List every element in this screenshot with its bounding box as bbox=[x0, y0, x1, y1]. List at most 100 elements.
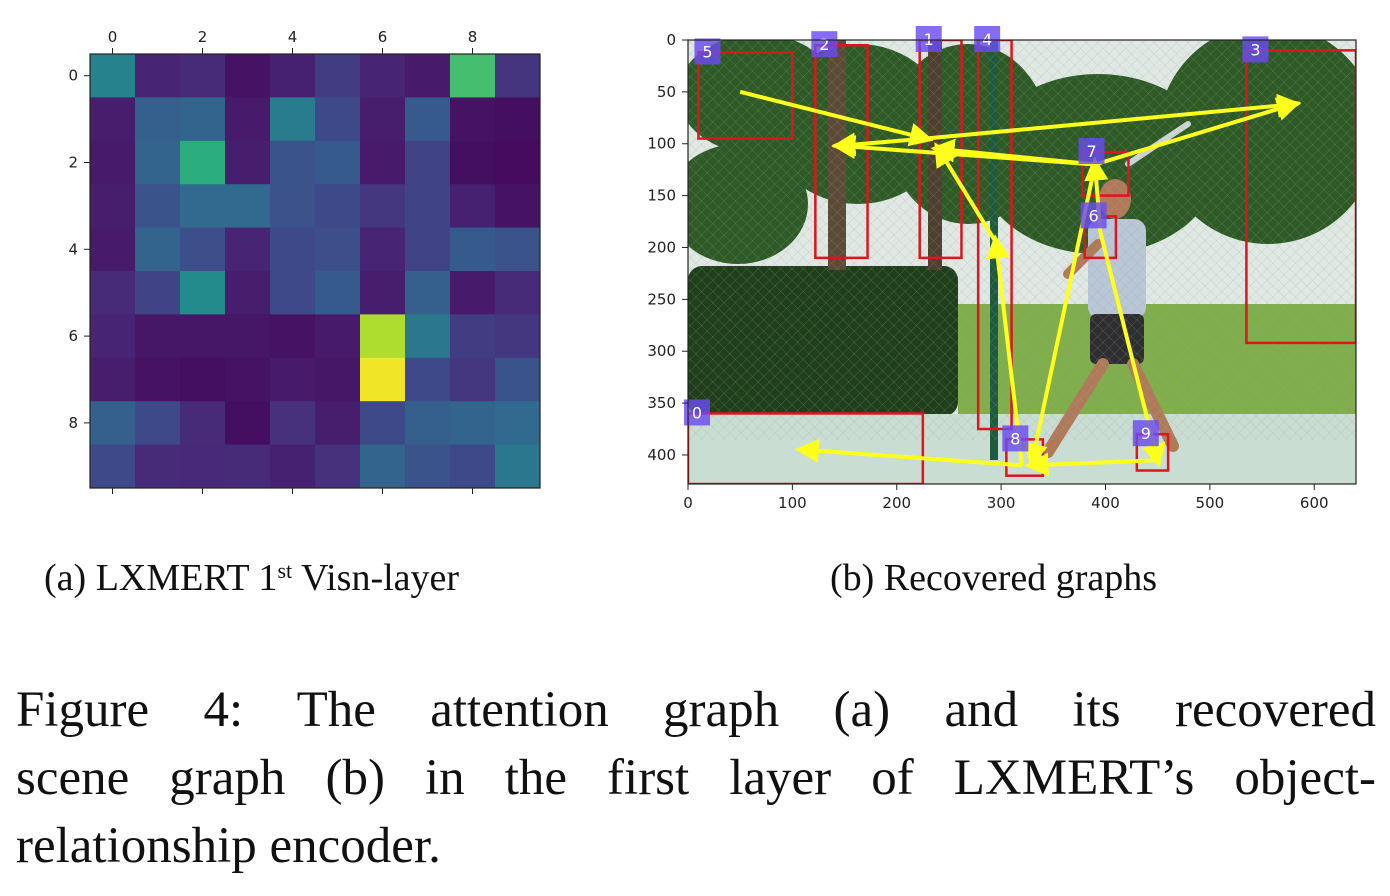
scene-y-tick-label: 0 bbox=[666, 31, 676, 49]
heatmap-x-ticks: 0 2 4 6 8 bbox=[108, 28, 477, 54]
heatmap-cell bbox=[225, 184, 271, 229]
heatmap-cell bbox=[315, 401, 361, 446]
heatmap-cell bbox=[270, 444, 316, 489]
scene-y-tick-label: 350 bbox=[647, 394, 676, 412]
heatmap-cell bbox=[270, 227, 316, 272]
box-label-0: 0 bbox=[692, 403, 702, 422]
heatmap-cell bbox=[180, 357, 226, 402]
box-label-7: 7 bbox=[1086, 142, 1096, 161]
heatmap-cell bbox=[495, 97, 541, 142]
heatmap-cell bbox=[270, 357, 316, 402]
heatmap-cell bbox=[495, 444, 541, 489]
graph-edge bbox=[1024, 452, 1158, 477]
figure-caption-line-1: Figure 4: The attention graph (a) and it… bbox=[16, 682, 1376, 738]
subcaption-a-suffix: Visn-layer bbox=[292, 557, 460, 599]
heatmap-cell bbox=[315, 271, 361, 315]
bounding-box-3 bbox=[1245, 49, 1356, 345]
box-label-3: 3 bbox=[1250, 40, 1260, 59]
heatmap-y-ticks: 0 2 4 6 8 bbox=[68, 67, 90, 432]
figure-caption: Figure 4: The attention graph (a) and it… bbox=[16, 676, 1376, 880]
heatmap-cell bbox=[180, 314, 226, 359]
heatmap-cell bbox=[405, 314, 451, 359]
heatmap-cell bbox=[135, 444, 181, 489]
graph-edge bbox=[739, 89, 934, 147]
box-label-bg-1 bbox=[915, 26, 942, 52]
heatmap-cell bbox=[180, 140, 226, 185]
heatmap-cell bbox=[90, 401, 136, 446]
heatmap-cell bbox=[180, 401, 226, 446]
heatmap-cell bbox=[450, 184, 496, 229]
scene-x-tick-label: 500 bbox=[1196, 494, 1225, 512]
heatmap-cell bbox=[225, 314, 271, 359]
subcaption-b-label: (b) bbox=[830, 557, 875, 599]
heatmap-cell bbox=[180, 184, 226, 229]
graph-edge bbox=[934, 142, 998, 244]
scene-y-tick-label: 50 bbox=[657, 83, 676, 101]
heatmap-cell bbox=[315, 314, 361, 359]
heatmap-cell bbox=[450, 357, 496, 402]
heatmap-cell bbox=[90, 97, 136, 142]
heatmap-cell bbox=[450, 444, 496, 489]
heatmap-cell bbox=[225, 97, 271, 142]
heatmap-cell bbox=[135, 54, 181, 98]
heatmap-cell bbox=[360, 357, 406, 402]
heatmap-cell bbox=[450, 314, 496, 359]
heatmap-bottom-ticks bbox=[112, 488, 473, 494]
subcaption-a-text: LXMERT 1 bbox=[95, 557, 278, 599]
heatmap-cell bbox=[360, 314, 406, 359]
bounding-box-7 bbox=[1081, 150, 1130, 197]
heatmap-cell bbox=[495, 271, 541, 315]
box-label-bg-2 bbox=[811, 31, 838, 58]
heatmap-cell bbox=[315, 444, 361, 489]
heatmap-cell bbox=[90, 227, 136, 272]
scene-x-tick-label: 0 bbox=[683, 494, 693, 512]
scene-x-tick-label: 400 bbox=[1091, 494, 1120, 512]
heatmap-cell bbox=[270, 97, 316, 142]
heatmap-x-tick-label: 0 bbox=[108, 28, 118, 46]
heatmap-cell bbox=[405, 444, 451, 489]
heatmap-cell bbox=[315, 227, 361, 272]
scene-x-tick-label: 300 bbox=[987, 494, 1016, 512]
heatmap-cell bbox=[90, 444, 136, 489]
subcaption-a-label: (a) bbox=[44, 557, 87, 599]
heatmap-cell bbox=[180, 227, 226, 272]
heatmap-cell bbox=[90, 184, 136, 229]
heatmap-cell bbox=[270, 314, 316, 359]
heatmap-x-tick-label: 2 bbox=[198, 28, 208, 46]
figure-caption-line-2: scene graph (b) in the first layer of LX… bbox=[16, 750, 1376, 806]
heatmap-cell bbox=[180, 271, 226, 315]
heatmap-cell bbox=[495, 401, 541, 446]
heatmap-cells bbox=[90, 54, 541, 489]
box-label-bg-3 bbox=[1242, 36, 1269, 63]
chain-link-fence bbox=[688, 40, 1356, 440]
heatmap-cell bbox=[270, 184, 316, 229]
heatmap-cell bbox=[405, 184, 451, 229]
heatmap-cell bbox=[225, 227, 271, 272]
heatmap-cell bbox=[135, 401, 181, 446]
heatmap-cell bbox=[495, 184, 541, 229]
heatmap-cell bbox=[495, 227, 541, 272]
heatmap-cell bbox=[180, 444, 226, 489]
heatmap-cell bbox=[135, 271, 181, 315]
box-label-bg-9 bbox=[1132, 420, 1159, 447]
heatmap-cell bbox=[225, 271, 271, 315]
figure-caption-line-3: relationship encoder. bbox=[16, 818, 441, 874]
heatmap-cell bbox=[270, 140, 316, 185]
heatmap-y-tick-label: 8 bbox=[68, 414, 78, 432]
bounding-boxes bbox=[688, 40, 1356, 484]
heatmap-cell bbox=[495, 54, 541, 98]
heatmap-cell bbox=[225, 401, 271, 446]
box-label-bg-7 bbox=[1078, 138, 1105, 165]
heatmap-cell bbox=[360, 444, 406, 489]
bounding-box-1 bbox=[918, 40, 963, 260]
box-label-bg-6 bbox=[1080, 202, 1107, 229]
box-label-5: 5 bbox=[702, 42, 712, 61]
heatmap-cell bbox=[360, 401, 406, 446]
heatmap-cell bbox=[405, 271, 451, 315]
heatmap-cell bbox=[360, 271, 406, 315]
heatmap-cell bbox=[360, 184, 406, 229]
heatmap-y-tick-label: 6 bbox=[68, 327, 78, 345]
scene-y-ticks: 0 50 100 150 200 250 300 350 400 bbox=[647, 31, 688, 464]
heatmap-y-tick-label: 2 bbox=[68, 154, 78, 172]
attention-heatmap: 0 2 4 6 8 0 2 4 6 8 bbox=[68, 28, 541, 494]
